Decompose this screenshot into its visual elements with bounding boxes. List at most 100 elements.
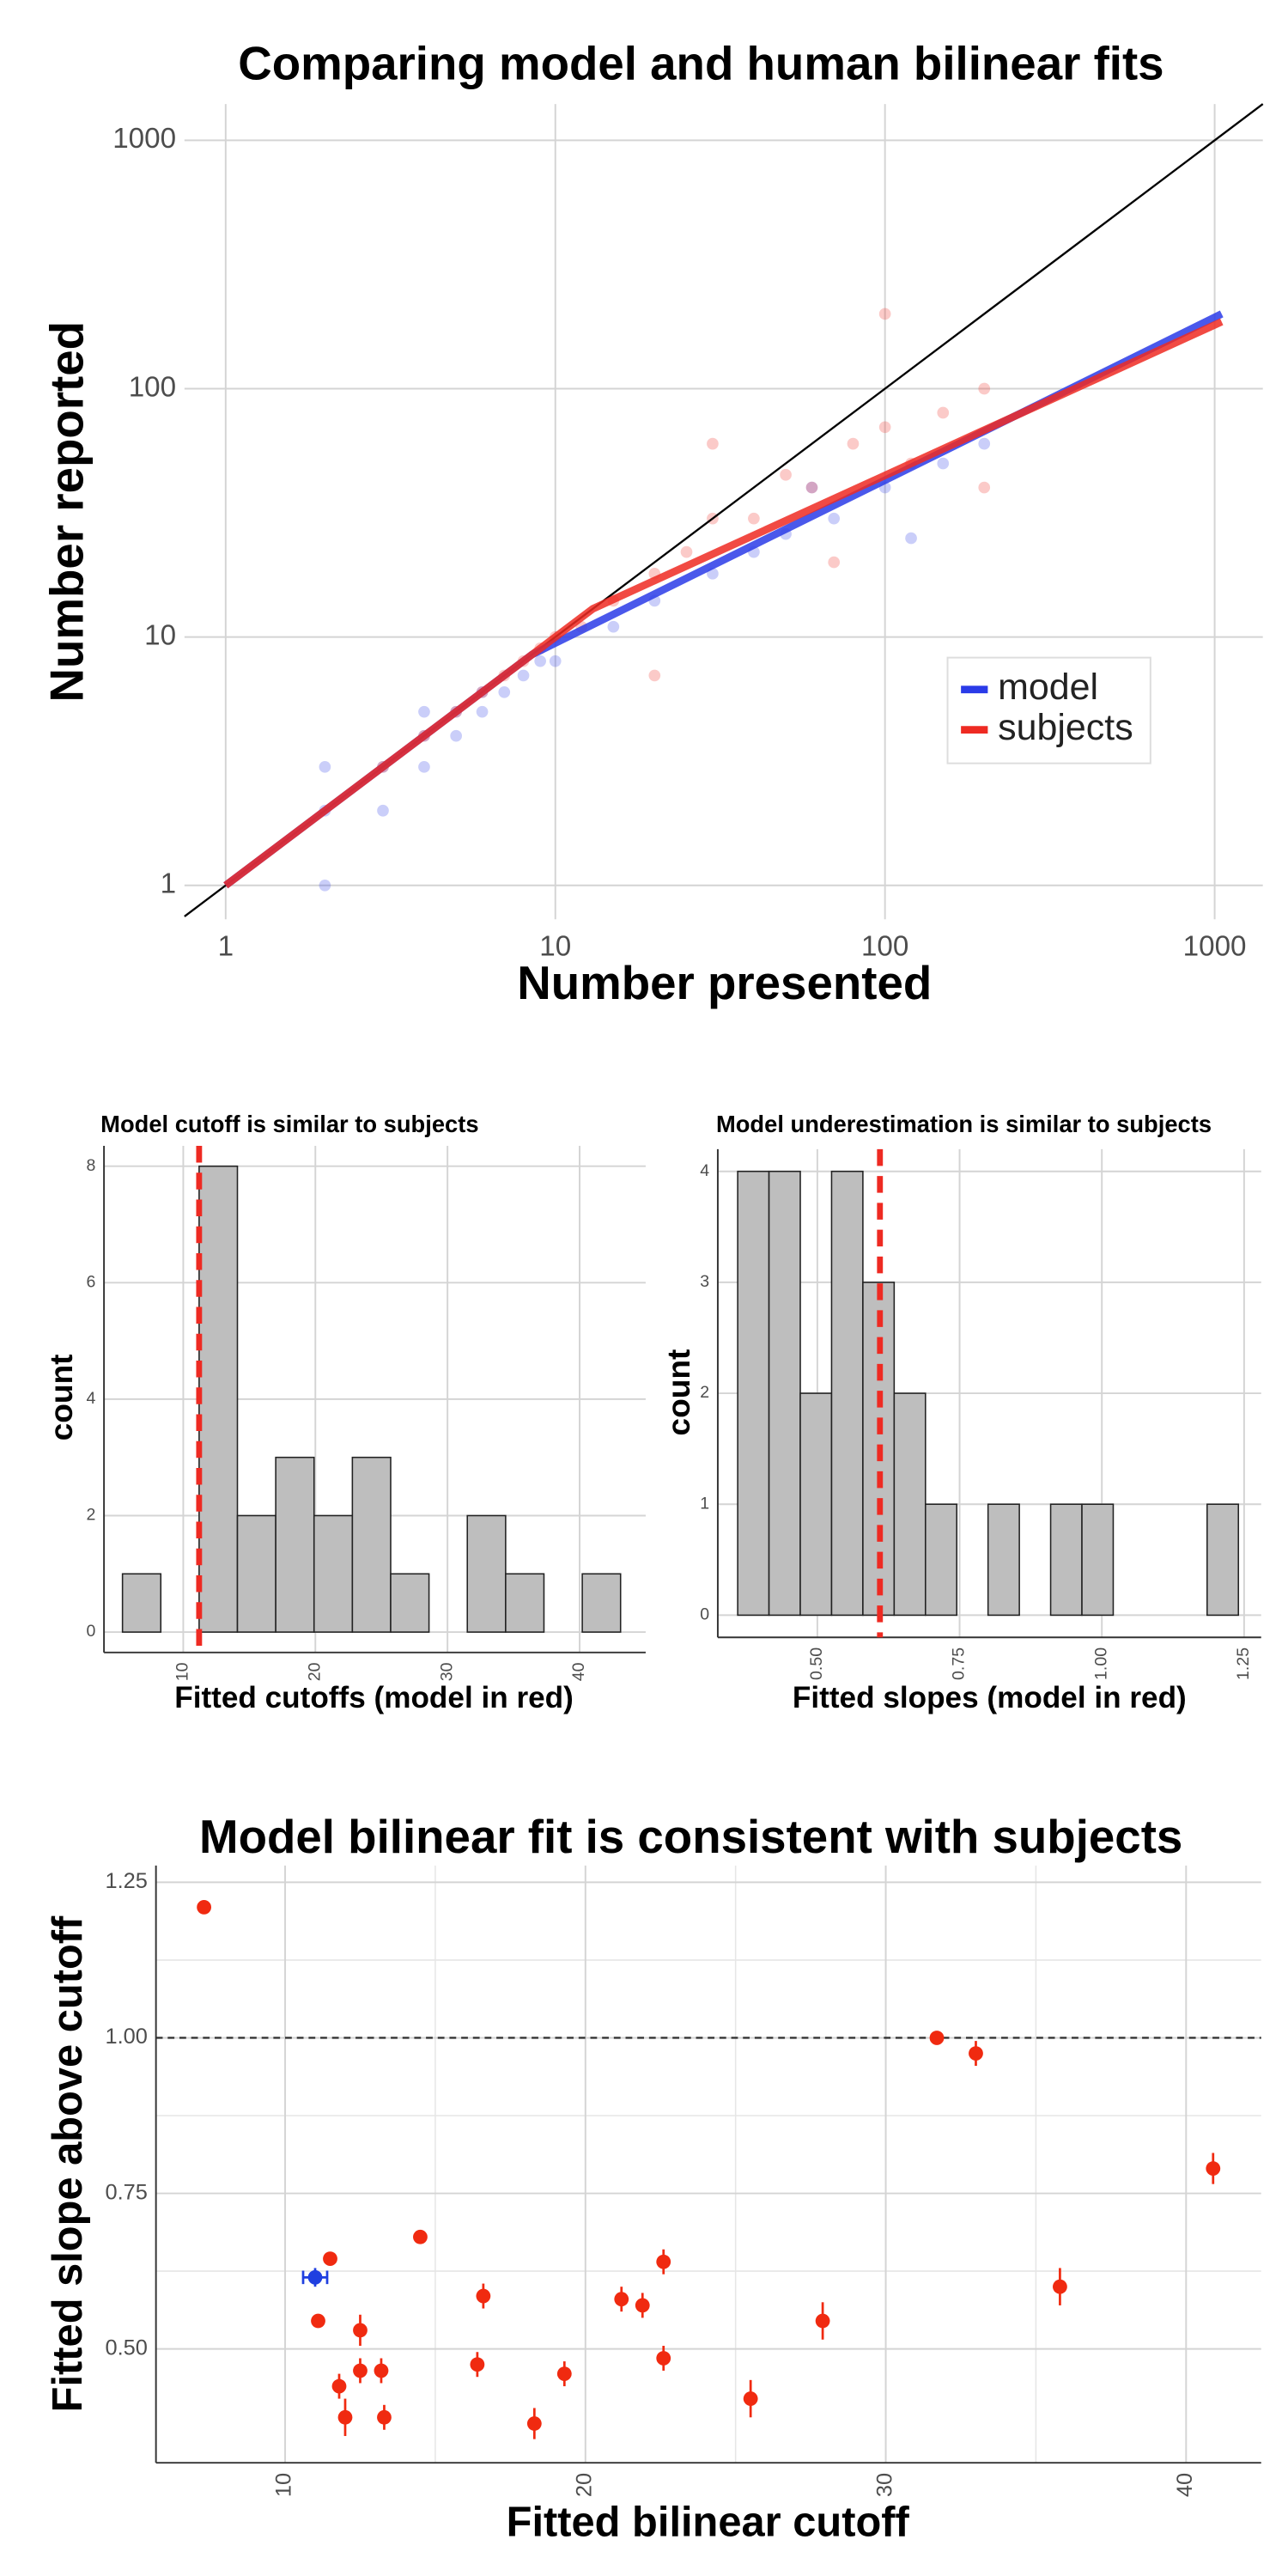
point xyxy=(517,669,530,682)
x-tick-label: 30 xyxy=(437,1662,456,1681)
point xyxy=(847,437,860,450)
bar xyxy=(830,1170,864,1617)
bar xyxy=(236,1514,276,1633)
point xyxy=(534,655,547,667)
y-tick-label: 0.75 xyxy=(105,2180,147,2204)
point xyxy=(197,1899,212,1915)
point xyxy=(937,406,950,419)
y-tick-label: 8 xyxy=(86,1156,95,1175)
point xyxy=(549,655,562,667)
y-tick-label: 6 xyxy=(86,1272,95,1291)
bar xyxy=(925,1503,958,1617)
bar xyxy=(505,1573,545,1633)
point xyxy=(498,685,511,698)
point xyxy=(805,481,818,494)
point xyxy=(607,620,620,633)
point xyxy=(374,2363,389,2378)
x-tick-label: 1.00 xyxy=(1091,1647,1110,1680)
bar xyxy=(581,1573,622,1633)
bar xyxy=(121,1573,162,1633)
point xyxy=(418,705,430,718)
x-tick-label: 40 xyxy=(569,1662,588,1681)
x-axis-label: Fitted bilinear cutoff xyxy=(507,2499,910,2545)
y-tick-label: 4 xyxy=(700,1161,709,1180)
y-tick-label: 2 xyxy=(700,1383,709,1402)
y-axis-label: count xyxy=(43,1354,79,1440)
y-tick-label: 1000 xyxy=(112,123,176,155)
y-tick-label: 1 xyxy=(700,1494,709,1513)
point xyxy=(748,512,760,525)
point xyxy=(337,2409,353,2425)
point xyxy=(418,760,430,773)
fit-line xyxy=(223,318,1224,889)
bar xyxy=(799,1392,833,1617)
point xyxy=(377,804,389,817)
fit-line xyxy=(223,310,1224,889)
x-tick-label: 10 xyxy=(173,1662,192,1681)
chart-title: Comparing model and human bilinear fits xyxy=(238,37,1163,90)
point xyxy=(353,2323,368,2338)
legend-label: model xyxy=(998,667,1098,708)
x-axis-label: Fitted cutoffs (model in red) xyxy=(174,1681,574,1714)
point xyxy=(828,556,841,569)
x-tick-label: 1 xyxy=(218,930,234,962)
bar xyxy=(351,1456,392,1633)
bar xyxy=(987,1503,1020,1617)
x-tick-label: 20 xyxy=(572,2473,596,2497)
x-tick-label: 0.50 xyxy=(807,1647,826,1680)
point xyxy=(656,2351,671,2366)
point xyxy=(319,879,331,892)
y-axis-label: Number reported xyxy=(39,321,93,703)
point xyxy=(707,437,719,450)
point xyxy=(470,2357,485,2372)
point xyxy=(648,669,661,682)
bar xyxy=(466,1514,507,1633)
point xyxy=(743,2391,758,2406)
point xyxy=(878,308,891,320)
point xyxy=(780,468,792,481)
point xyxy=(1206,2161,1221,2176)
y-axis-label: Fitted slope above cutoff xyxy=(45,1915,91,2412)
y-axis-label: count xyxy=(660,1349,696,1436)
point xyxy=(614,2292,629,2307)
point xyxy=(978,382,991,395)
x-tick-label: 1000 xyxy=(1183,930,1247,962)
bar xyxy=(313,1514,354,1633)
point xyxy=(476,2288,491,2304)
bar xyxy=(768,1170,801,1617)
y-tick-label: 1.25 xyxy=(105,1869,147,1893)
x-tick-label: 10 xyxy=(539,930,571,962)
point xyxy=(937,457,950,470)
y-tick-label: 0 xyxy=(700,1605,709,1624)
point xyxy=(319,760,331,773)
chart-title: Model cutoff is similar to subjects xyxy=(100,1111,478,1137)
point xyxy=(635,2298,650,2313)
point xyxy=(656,2254,671,2269)
point xyxy=(377,2409,392,2425)
x-axis-label: Fitted slopes (model in red) xyxy=(793,1681,1187,1714)
x-tick-label: 40 xyxy=(1173,2473,1197,2497)
point xyxy=(331,2378,347,2394)
bar xyxy=(1049,1503,1083,1617)
point xyxy=(680,545,693,558)
x-tick-label: 0.75 xyxy=(950,1647,969,1680)
chart-title: Model underestimation is similar to subj… xyxy=(716,1111,1212,1137)
point xyxy=(905,532,917,545)
bar xyxy=(893,1392,927,1617)
chart-title: Model bilinear fit is consistent with su… xyxy=(199,1810,1182,1863)
point xyxy=(978,481,991,494)
point xyxy=(1053,2279,1067,2294)
y-tick-label: 100 xyxy=(129,371,176,403)
x-tick-label: 20 xyxy=(305,1662,324,1681)
point xyxy=(815,2313,830,2329)
x-tick-label: 1.25 xyxy=(1234,1647,1253,1680)
y-tick-label: 1 xyxy=(161,868,176,900)
point xyxy=(878,421,891,434)
bar xyxy=(1081,1503,1115,1617)
bar xyxy=(198,1165,239,1633)
point xyxy=(969,2046,983,2061)
point xyxy=(828,512,841,525)
legend-label: subjects xyxy=(998,707,1133,748)
point xyxy=(526,2416,542,2431)
